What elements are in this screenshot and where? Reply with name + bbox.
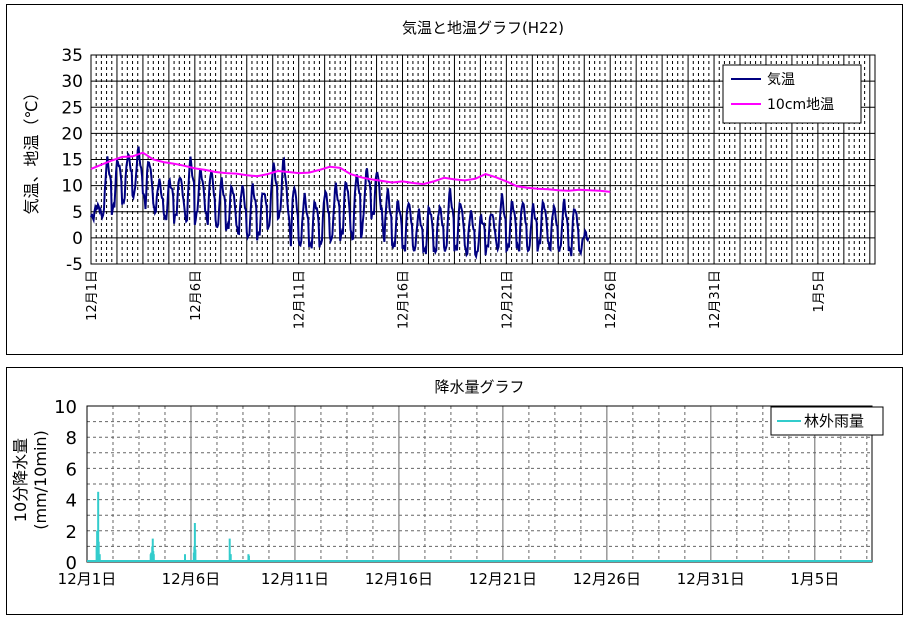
x-tick-label: 12月26日 [573, 570, 641, 588]
legend-label-air: 気温 [767, 72, 795, 88]
y-axis-title-line1: 10分降水量 [11, 438, 30, 522]
x-tick-label: 12月31日 [677, 570, 745, 588]
y-tick-label: 0 [72, 229, 83, 249]
rain-bar [97, 491, 100, 562]
plot-area [90, 54, 876, 265]
rain-bar [152, 554, 155, 562]
x-tick-label: 12月11日 [261, 570, 329, 588]
legend-label-rain: 林外雨量 [804, 412, 864, 430]
x-tick-label: 12月21日 [500, 270, 515, 329]
chart-title: 降水量グラフ [434, 378, 524, 396]
x-tick-label: 12月16日 [365, 570, 433, 588]
x-tick-label: 12月26日 [604, 270, 619, 329]
y-tick-label: 4 [66, 491, 77, 512]
x-tick-label: 12月16日 [397, 270, 412, 329]
y-tick-label: 8 [66, 428, 77, 449]
y-tick-label: -5 [66, 255, 83, 275]
series-air-temperature [90, 146, 590, 260]
y-axis-title: 気温、地温（℃） [22, 85, 41, 215]
temperature-chart: 気温と地温グラフ(H22) 35 30 25 20 15 10 5 0 -5 気温、地温（℃） 12月… [22, 19, 876, 329]
y-tick-label: 10 [54, 397, 77, 418]
rain-bar [97, 541, 100, 562]
rain-bar [98, 554, 101, 562]
rain-bar [193, 523, 196, 562]
rain-bar [247, 555, 250, 562]
chart-title: 気温と地温グラフ(H22) [402, 19, 564, 37]
x-tick-label: 12月6日 [189, 270, 204, 321]
y-tick-label: 10 [61, 177, 83, 197]
y-tick-label: 35 [61, 46, 83, 66]
x-tick-label: 12月1日 [58, 570, 117, 588]
rain-bar [194, 549, 197, 562]
rain-bar [151, 538, 154, 562]
y-tick-label: 6 [66, 459, 77, 480]
x-tick-label: 1月5日 [790, 570, 839, 588]
rain-bar [183, 554, 186, 562]
rain-bar [228, 538, 231, 562]
rain-bar [229, 554, 232, 562]
legend: 気温 10cm地温 [722, 64, 862, 124]
x-tick-label: 1月5日 [812, 270, 827, 313]
x-tick-label: 12月1日 [85, 270, 100, 321]
precipitation-chart-panel: 降水量グラフ 10 8 6 4 2 0 10分降水量 (mm/10min) 12月1日 12月6日 1… [6, 367, 903, 615]
x-tick-label: 12月21日 [469, 570, 537, 588]
series-soil-temperature [90, 151, 611, 193]
y-tick-label: 30 [61, 72, 83, 92]
temperature-chart-panel: 気温と地温グラフ(H22) 35 30 25 20 15 10 5 0 -5 気温、地温（℃） 12月… [6, 4, 903, 355]
legend-label-soil: 10cm地温 [767, 97, 834, 113]
x-tick-label: 12月6日 [162, 570, 221, 588]
x-tick-label: 12月11日 [293, 270, 308, 329]
y-tick-label: 15 [61, 151, 83, 171]
legend-box [722, 64, 862, 124]
x-tick-label: 12月31日 [708, 270, 723, 329]
y-tick-label: 25 [61, 98, 83, 118]
y-tick-label: 20 [61, 124, 83, 144]
legend: 林外雨量 [770, 406, 884, 436]
y-tick-label: 2 [66, 522, 77, 543]
y-tick-label: 5 [72, 203, 83, 223]
y-tick-label: 0 [66, 553, 77, 574]
precipitation-chart: 降水量グラフ 10 8 6 4 2 0 10分降水量 (mm/10min) 12月1日 12月6日 1… [11, 378, 884, 588]
y-axis-title-line2: (mm/10min) [31, 430, 50, 530]
